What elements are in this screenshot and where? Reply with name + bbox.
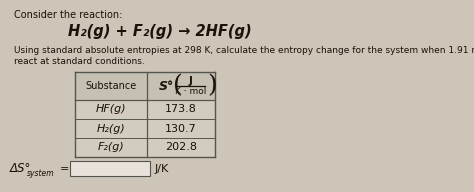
Text: H₂(g) + F₂(g) → 2HF(g): H₂(g) + F₂(g) → 2HF(g) <box>68 24 252 39</box>
Text: =: = <box>60 164 69 174</box>
Text: K ⋅ mol: K ⋅ mol <box>175 88 207 97</box>
Bar <box>75 72 215 100</box>
Bar <box>75 72 215 157</box>
Text: Using standard absolute entropies at 298 K, calculate the entropy change for the: Using standard absolute entropies at 298… <box>14 46 474 55</box>
Text: J/K: J/K <box>155 164 169 174</box>
Text: HF(g): HF(g) <box>96 104 126 114</box>
Text: 202.8: 202.8 <box>165 142 197 152</box>
Bar <box>70 161 150 176</box>
Text: H₂(g): H₂(g) <box>97 123 126 133</box>
Text: Substance: Substance <box>85 81 137 91</box>
Text: Consider the reaction:: Consider the reaction: <box>14 10 122 20</box>
Text: react at standard conditions.: react at standard conditions. <box>14 57 145 66</box>
Text: F₂(g): F₂(g) <box>98 142 124 152</box>
Text: system: system <box>27 169 55 177</box>
Text: ΔS°: ΔS° <box>10 162 31 175</box>
Text: S°: S° <box>159 79 174 93</box>
Text: 130.7: 130.7 <box>165 123 197 133</box>
Text: (: ( <box>173 74 183 98</box>
Text: J: J <box>189 76 193 86</box>
Text: ): ) <box>207 74 217 98</box>
Text: 173.8: 173.8 <box>165 104 197 114</box>
